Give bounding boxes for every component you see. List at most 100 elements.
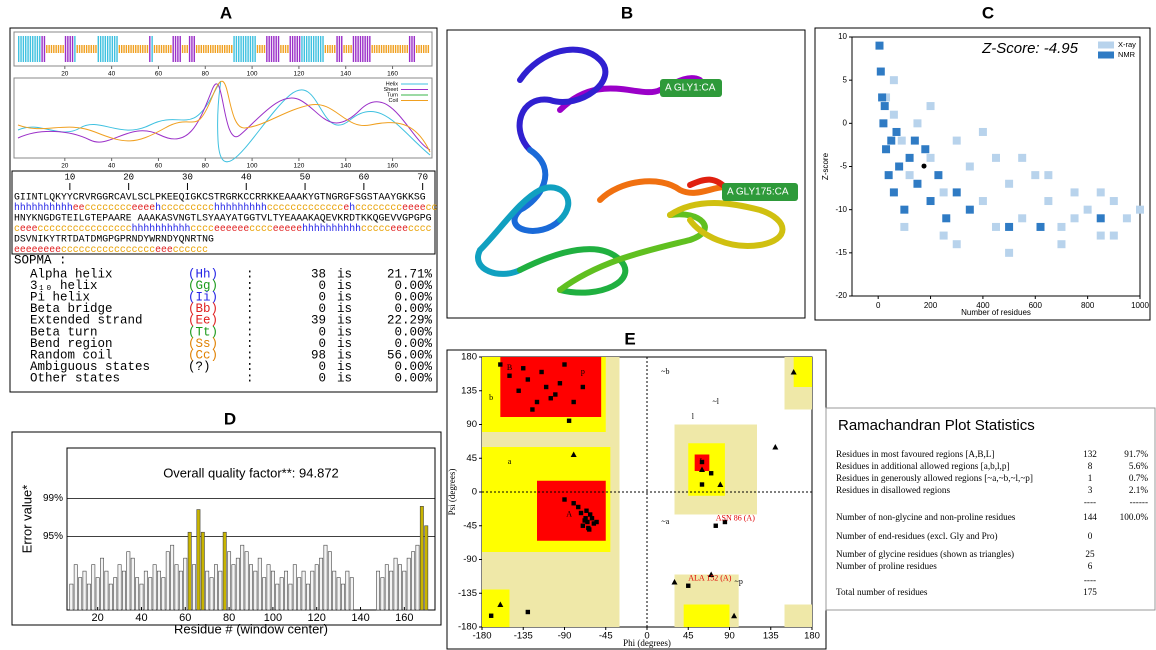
x-tick-label: 140 [351,612,369,624]
state-stripe [415,45,418,53]
region [537,480,606,541]
point [562,497,567,502]
region [500,357,602,417]
state-stripe [53,45,55,53]
bar [319,557,324,611]
state-stripe [408,36,411,62]
profile-plot-frame [13,77,433,159]
state-stripe [261,45,263,53]
point [1005,179,1014,188]
state-stripe [331,45,334,53]
bar [227,551,232,611]
point [594,519,599,525]
point [884,171,893,180]
state-stripe [95,45,97,53]
structure-run: ccccccccccccc [267,202,344,213]
sopma-unit: is [337,314,352,328]
point [1109,197,1118,206]
bar [424,525,429,611]
bar [165,551,170,611]
y-axis-label: Error value* [19,485,34,554]
state-stripe [366,36,369,62]
bar [297,577,302,611]
state-stripe [191,36,193,62]
bar [275,583,280,611]
stats-percent: 5.6% [1129,461,1148,471]
state-stripe [18,36,20,62]
bar [117,564,122,611]
state-stripe [334,45,336,53]
point [584,508,589,513]
ruler-label: 20 [123,172,134,182]
sopma-separator: : [246,325,254,339]
bar [244,551,249,611]
stats-count: 0 [1088,531,1093,541]
region-label: p [581,367,585,376]
point [525,377,531,382]
sopma-count: 0 [318,290,326,304]
stats-label: Number of glycine residues (shown as tri… [836,549,1014,559]
state-stripe [64,36,67,62]
point [889,76,898,85]
state-stripe [151,36,153,62]
ribbon [516,46,609,153]
point [521,366,526,371]
state-stripe [315,36,317,62]
state-stripe [121,45,123,53]
point [1096,188,1105,197]
region-label: A [566,509,572,518]
state-stripe [310,36,313,62]
x-tick-label: 0 [876,301,881,310]
sopma-name: Extended strand [30,314,143,328]
y-tick-label: 10 [838,32,847,41]
sopma-unit: is [337,360,352,374]
state-stripe [97,36,99,62]
bar [279,577,284,611]
point [1044,197,1053,206]
point [965,162,974,171]
state-stripe [22,36,25,62]
structure-run: cccc [249,223,273,234]
state-stripe [413,36,416,62]
state-stripe [312,36,315,62]
state-stripe [181,45,184,53]
sopma-percent: 56.00% [387,348,433,362]
point [708,571,715,577]
stats-percent: ------ [1130,497,1148,507]
state-stripe [125,45,128,53]
point [562,362,567,367]
bar [411,551,416,611]
state-stripe [263,45,266,53]
stats-count: ---- [1084,497,1096,507]
sopma-percent: 0.00% [394,337,432,351]
sopma-unit: is [337,348,352,362]
sopma-unit: is [337,325,352,339]
bar [82,570,87,611]
x-tick-label: -180 [472,631,491,642]
legend-label: X-ray [1118,40,1136,49]
sopma-unit: is [337,267,352,281]
bar [253,570,258,611]
bar [214,564,218,611]
state-stripe [163,45,165,53]
bar [406,557,411,611]
stats-label: Residues in disallowed regions [836,485,950,495]
structure-run: cccccccc [355,202,402,213]
state-stripe [60,45,62,53]
state-stripe [338,36,341,62]
legend-label: Sheet [384,87,399,93]
structure-run: cccc [408,223,432,234]
state-stripe [308,36,310,62]
state-stripe [170,45,172,53]
state-stripe [149,36,151,62]
point [921,163,927,169]
state-stripe [212,45,214,53]
point [942,214,951,223]
structure-run: cc [426,202,438,213]
x-tick-label: 20 [92,612,104,624]
state-stripe [36,36,39,62]
sopma-count: 0 [318,302,326,316]
sopma-title: SOPMA : [14,253,67,267]
bar [73,564,78,611]
